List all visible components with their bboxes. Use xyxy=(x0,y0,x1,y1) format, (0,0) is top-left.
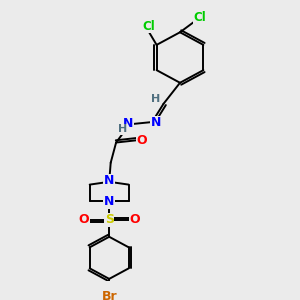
Text: N: N xyxy=(151,116,161,129)
Text: H: H xyxy=(152,94,160,104)
Text: S: S xyxy=(105,214,114,226)
Text: N: N xyxy=(123,117,133,130)
Text: O: O xyxy=(78,214,89,226)
Text: H: H xyxy=(118,124,127,134)
Text: Cl: Cl xyxy=(194,11,206,24)
Text: N: N xyxy=(104,175,114,188)
Text: Cl: Cl xyxy=(143,20,155,33)
Text: O: O xyxy=(136,134,147,147)
Text: Br: Br xyxy=(101,290,117,300)
Text: O: O xyxy=(129,214,140,226)
Text: N: N xyxy=(104,195,114,208)
